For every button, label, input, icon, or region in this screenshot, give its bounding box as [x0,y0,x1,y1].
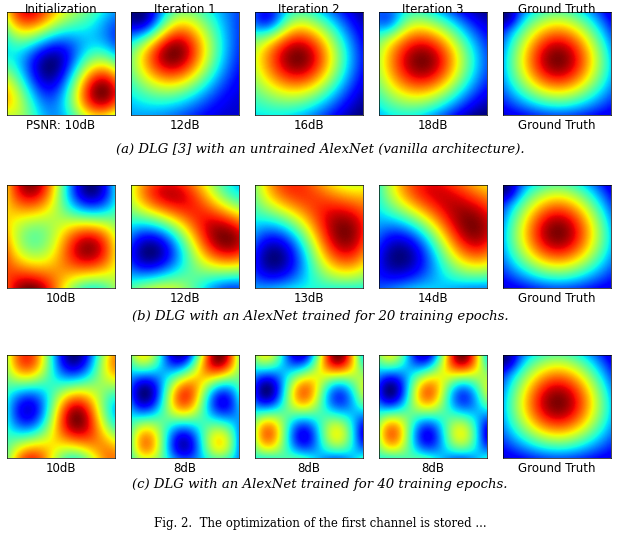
Text: (c) DLG with an AlexNet trained for 40 training epochs.: (c) DLG with an AlexNet trained for 40 t… [132,478,508,491]
Text: Ground Truth: Ground Truth [518,292,596,305]
Text: 12dB: 12dB [170,119,200,132]
Text: Initialization: Initialization [25,3,97,16]
Text: 18dB: 18dB [418,119,448,132]
Text: (a) DLG [3] with an untrained AlexNet (vanilla architecture).: (a) DLG [3] with an untrained AlexNet (v… [116,143,524,156]
Text: 10dB: 10dB [45,292,76,305]
Text: PSNR: 10dB: PSNR: 10dB [26,119,95,132]
Text: 8dB: 8dB [173,462,196,475]
Text: 13dB: 13dB [294,292,324,305]
Text: Iteration 3: Iteration 3 [403,3,464,16]
Text: Fig. 2.  The optimization of the first channel is stored ...: Fig. 2. The optimization of the first ch… [154,517,486,530]
Text: 16dB: 16dB [294,119,324,132]
Text: Iteration 1: Iteration 1 [154,3,216,16]
Text: 8dB: 8dB [422,462,445,475]
Text: Iteration 2: Iteration 2 [278,3,340,16]
Text: Ground Truth: Ground Truth [518,462,596,475]
Text: Ground Truth: Ground Truth [518,119,596,132]
Text: (b) DLG with an AlexNet trained for 20 training epochs.: (b) DLG with an AlexNet trained for 20 t… [132,310,508,323]
Text: 14dB: 14dB [418,292,448,305]
Text: 12dB: 12dB [170,292,200,305]
Text: 10dB: 10dB [45,462,76,475]
Text: 8dB: 8dB [298,462,321,475]
Text: Ground Truth: Ground Truth [518,3,596,16]
